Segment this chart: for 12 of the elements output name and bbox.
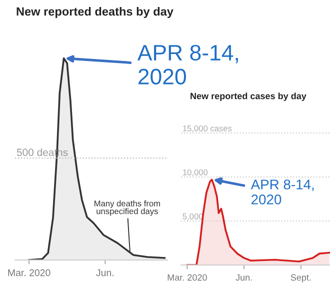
x-tick-label: Sept. [290, 274, 311, 282]
chart-title: New reported deaths by day [16, 6, 174, 18]
annotation: Many deaths from unspecified days [94, 200, 160, 216]
chart-title: New reported cases by day [190, 92, 306, 101]
y-tick-label: 15,000 cases [183, 125, 232, 132]
annotation: APR 8-14, 2020 [250, 180, 314, 204]
x-tick-label: Jun. [236, 274, 252, 281]
x-tick-label: Mar. 2020 [8, 269, 50, 276]
annotation: APR 8-14, 2020 [137, 44, 238, 85]
x-tick-label: Jun. [96, 269, 114, 276]
y-tick-label: 10,000 [183, 169, 208, 176]
x-tick-label: Mar. 2020 [168, 274, 207, 281]
